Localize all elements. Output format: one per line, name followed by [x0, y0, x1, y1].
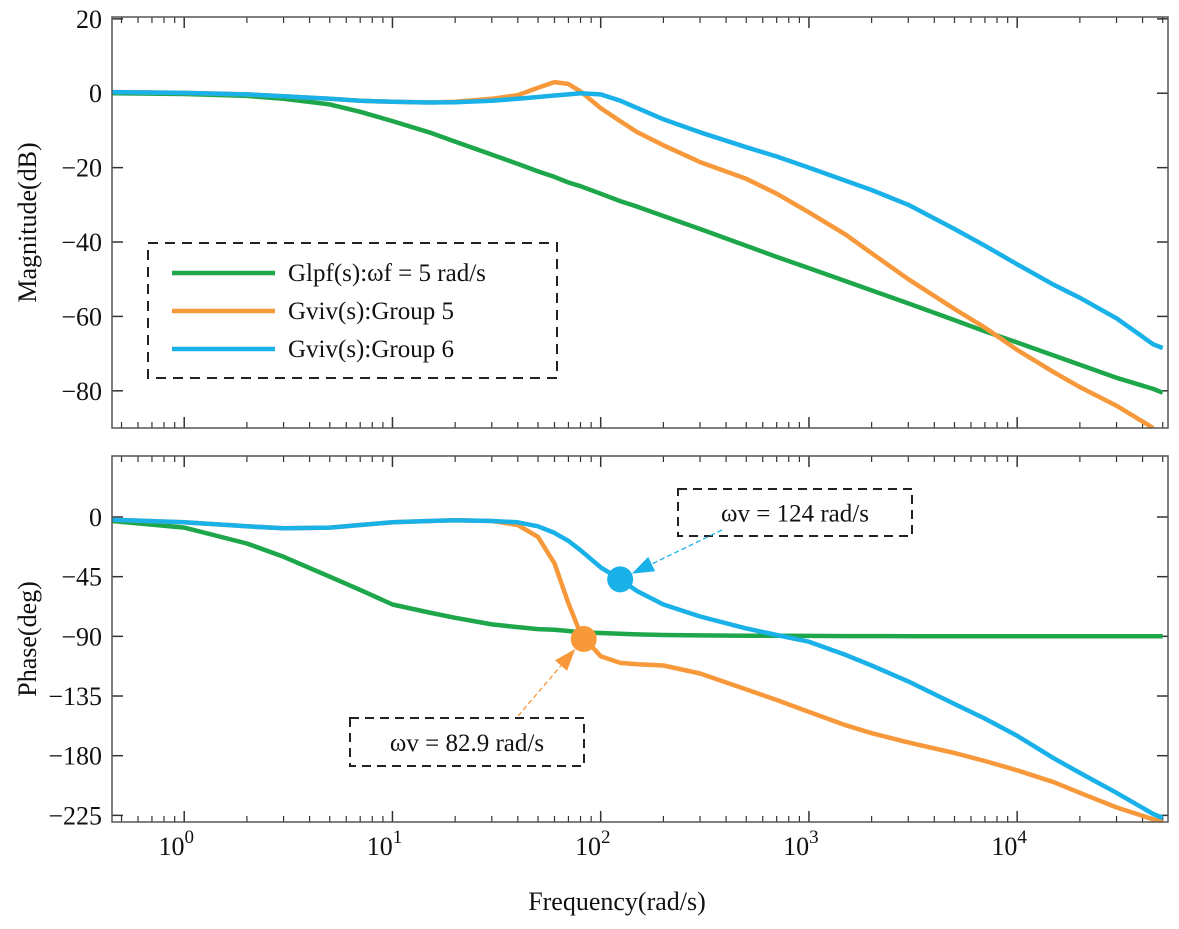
axes: −80 −60 −40 −20 0 20 Magnitude(dB) — [13, 5, 1169, 429]
plot-area — [112, 517, 1164, 822]
x-tick-base: 10 — [575, 832, 601, 861]
x-tick-base: 10 — [991, 832, 1017, 861]
x-tick-label: 101 — [367, 827, 403, 861]
arrow-head — [631, 556, 656, 574]
series-line — [112, 89, 1164, 351]
x-tick-exponent: 4 — [1017, 827, 1027, 848]
annotation-point — [607, 566, 634, 593]
x-tick-exponent: 2 — [601, 827, 611, 848]
annotation-box — [349, 717, 585, 767]
x-axis-label: Frequency(rad/s) — [528, 887, 706, 916]
x-tick-label: 100 — [158, 827, 194, 861]
x-tick-label: 103 — [783, 827, 819, 861]
y-tick-label: 0 — [89, 503, 102, 532]
y-tick-label: −180 — [48, 742, 102, 771]
x-tick-label: 102 — [575, 827, 611, 861]
y-tick-label: −80 — [61, 377, 102, 406]
x-tick-exponent: 0 — [184, 827, 194, 848]
series-line — [112, 517, 1164, 821]
x-tick-base: 10 — [158, 832, 184, 861]
x-tick-exponent: 1 — [393, 827, 403, 848]
annotation-text: ωv = 124 rad/s — [721, 501, 869, 528]
axes: 100 101 102 103 104−225−180−135−90−450Phase(… — [13, 455, 1169, 916]
axes-frame — [111, 16, 1169, 429]
y-tick-label: 0 — [89, 79, 102, 108]
y-tick-label: −20 — [61, 154, 102, 183]
legend-label: Gviv(s):Group 6 — [288, 336, 454, 363]
plot-area — [112, 79, 1164, 428]
x-tick-label: 104 — [991, 827, 1027, 861]
axes-frame — [111, 455, 1169, 823]
legend-label: Gviv(s):Group 5 — [288, 298, 454, 325]
y-tick-label: 20 — [76, 5, 102, 34]
y-tick-label: −225 — [48, 801, 102, 830]
y-axis-label: Magnitude(dB) — [13, 142, 42, 302]
x-tick-base: 10 — [783, 832, 809, 861]
legend-label: Glpf(s):ωf = 5 rad/s — [288, 260, 486, 287]
legend: Glpf(s):ωf = 5 rad/s Gviv(s):Group 5 Gviv(… — [147, 242, 558, 379]
annotation-arrow — [517, 665, 562, 717]
annotation-box — [677, 488, 913, 537]
y-tick-label: −45 — [61, 563, 102, 592]
y-tick-label: −135 — [48, 682, 102, 711]
y-tick-label: −90 — [61, 622, 102, 651]
arrow-head — [554, 648, 576, 671]
series-line — [112, 517, 1164, 822]
annotation-point — [570, 626, 597, 652]
annotation-text: ωv = 82.9 rad/s — [390, 730, 544, 757]
series-line — [112, 518, 1163, 639]
x-tick-exponent: 3 — [809, 827, 819, 848]
annotation-arrow — [651, 529, 723, 565]
x-tick-base: 10 — [367, 832, 393, 861]
y-tick-label: −40 — [61, 228, 102, 257]
y-axis-label: Phase(deg) — [13, 581, 42, 697]
y-tick-label: −60 — [61, 302, 102, 331]
